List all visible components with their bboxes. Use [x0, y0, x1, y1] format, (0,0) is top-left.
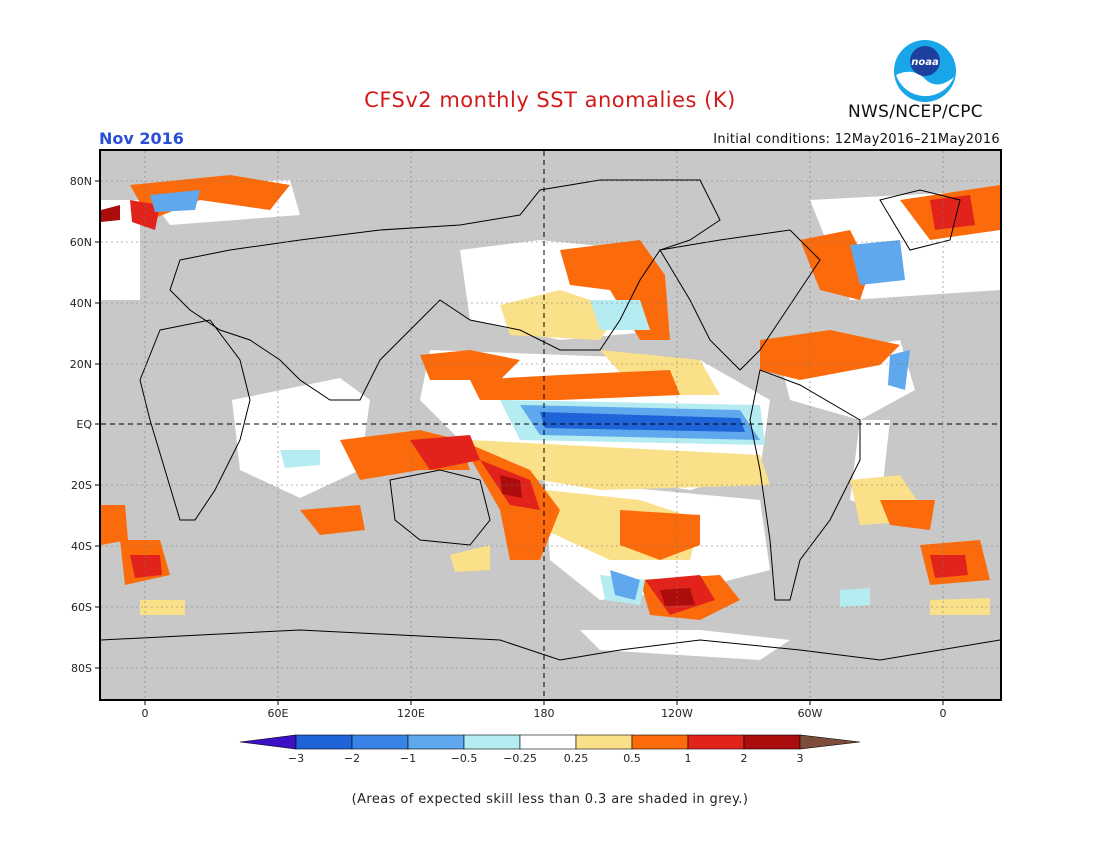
colorbar-label: −0.5: [451, 752, 478, 765]
lon-label: 120E: [397, 707, 425, 720]
grid: [101, 151, 1000, 699]
colorbar-min-arrow: [239, 734, 297, 750]
lat-label: 20N: [70, 358, 92, 371]
colorbar-cell: [295, 734, 353, 750]
colorbar-cell: [463, 734, 521, 750]
forecast-month: Nov 2016: [99, 129, 184, 148]
colorbar-label: −0.25: [503, 752, 537, 765]
very-strong-warm-areas: [101, 205, 695, 606]
lat-label: 60N: [70, 236, 92, 249]
colorbar-cell: [519, 734, 577, 750]
lat-label: 40N: [70, 297, 92, 310]
lon-label: 180: [534, 707, 555, 720]
weak-warm-areas: [140, 290, 990, 615]
latitude-axis: 80N 60N 40N 20N EQ 20S 40S 60S 80S: [70, 175, 100, 675]
colorbar-label: −3: [288, 752, 304, 765]
colorbar-label: 0.5: [623, 752, 641, 765]
colorbar-label: 0.25: [564, 752, 589, 765]
lon-label: 120W: [661, 707, 693, 720]
lat-label: EQ: [76, 418, 92, 431]
colorbar-label: 2: [741, 752, 748, 765]
colorbar: −3 −2 −1 −0.5 −0.25 0.25 0.5 1 2 3: [239, 734, 861, 765]
coastlines: [101, 179, 1000, 661]
lat-label: 40S: [71, 540, 92, 553]
colorbar-label: 3: [797, 752, 804, 765]
strong-cool-areas: [540, 412, 745, 432]
colorbar-label: 1: [685, 752, 692, 765]
colorbar-max-arrow: [799, 734, 861, 750]
colorbar-cell: [743, 734, 801, 750]
skill-note: (Areas of expected skill less than 0.3 a…: [351, 792, 749, 807]
initial-conditions: Initial conditions: 12May2016–21May2016: [713, 132, 1000, 147]
logo-text: noaa: [911, 57, 939, 68]
lat-label: 60S: [71, 601, 92, 614]
colorbar-label: −1: [400, 752, 416, 765]
agency-label: NWS/NCEP/CPC: [848, 102, 983, 122]
lon-label: 60E: [268, 707, 289, 720]
colorbar-cell: [407, 734, 465, 750]
map-frame: [99, 149, 1002, 701]
longitude-axis: 0 60E 120E 180 120W 60W 0: [142, 700, 947, 720]
lon-label: 0: [142, 707, 149, 720]
chart-title: CFSv2 monthly SST anomalies (K): [364, 88, 736, 112]
colorbar-cell: [687, 734, 745, 750]
lon-label: 60W: [798, 707, 823, 720]
lat-label: 80N: [70, 175, 92, 188]
colorbar-label: −2: [344, 752, 360, 765]
noaa-logo: noaa: [894, 40, 956, 102]
lon-label: 0: [940, 707, 947, 720]
lat-label: 20S: [71, 479, 92, 492]
anomaly-field: [101, 175, 1000, 660]
colorbar-cell: [351, 734, 409, 750]
colorbar-cell: [631, 734, 689, 750]
lat-label: 80S: [71, 662, 92, 675]
colorbar-cell: [575, 734, 633, 750]
